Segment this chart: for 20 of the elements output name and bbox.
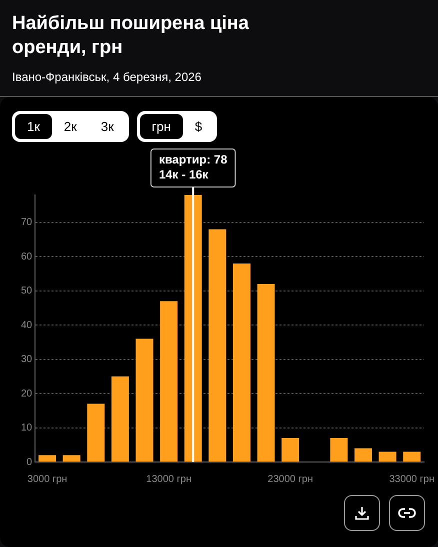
x-tick-label: 23000 грн (268, 474, 313, 485)
y-tick-label: 20 (21, 388, 33, 400)
text: 1к (15, 114, 52, 139)
y-tick-label: 40 (21, 320, 33, 331)
x-tick-label: 3000 грн (27, 474, 68, 485)
y-tick-label: 0 (26, 456, 33, 468)
x-tick-label: 13000 грн (146, 474, 192, 485)
text: $ (194, 118, 204, 136)
y-tick-label: 70 (21, 217, 33, 228)
chart-title: Найбільш поширена ціна оренди, грн (12, 12, 250, 60)
text: грн (140, 114, 183, 139)
x-tick-label: 33000 грн (389, 474, 435, 485)
annotation: квартир: 78 14к - 16к (158, 152, 228, 182)
y-tick-label: 10 (21, 422, 33, 434)
text: 2к (62, 118, 78, 136)
y-tick-label: 60 (21, 251, 33, 262)
y-tick-label: 30 (21, 354, 33, 366)
chart-subtitle: Івано-Франківськ, 4 березня, 2026 (12, 70, 202, 84)
y-tick-label: 50 (21, 286, 33, 297)
text: 3к (100, 118, 115, 136)
